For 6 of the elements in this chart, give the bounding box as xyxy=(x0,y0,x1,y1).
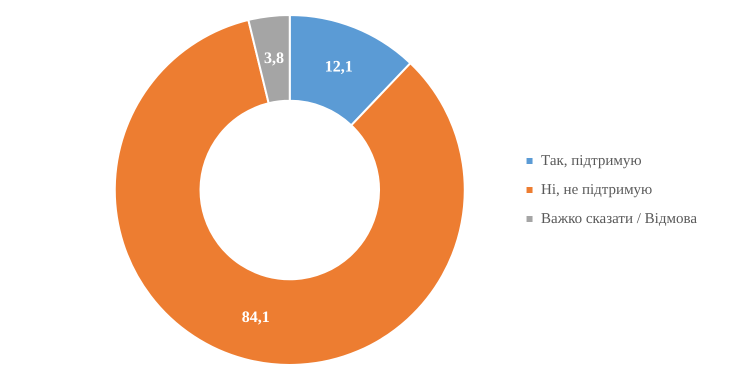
legend-label: Так, підтримую xyxy=(541,152,642,169)
data-label: 3,8 xyxy=(264,50,284,67)
data-label: 12,1 xyxy=(324,58,353,76)
legend-label: Важко сказати / Відмова xyxy=(541,210,698,227)
data-label: 84,1 xyxy=(242,308,270,326)
legend-label: Ні, не підтримую xyxy=(541,182,652,198)
